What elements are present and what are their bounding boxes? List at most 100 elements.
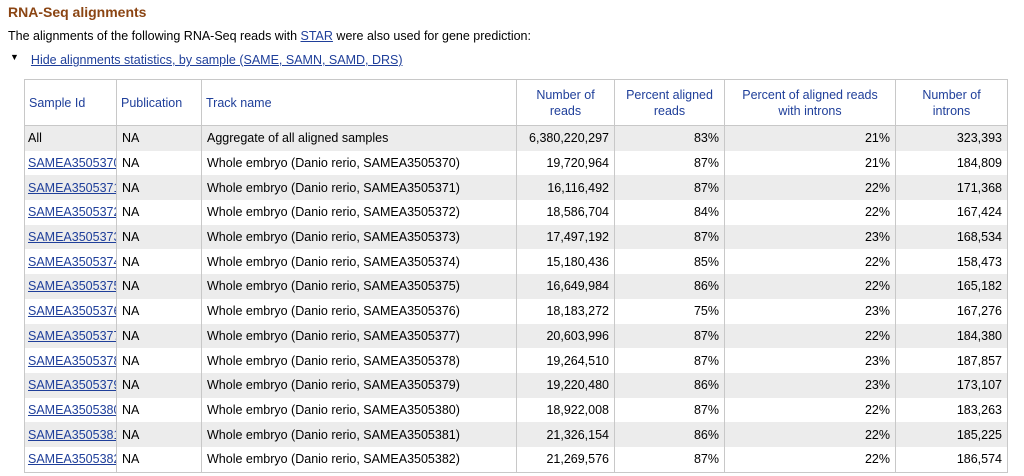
star-link[interactable]: STAR bbox=[300, 29, 333, 43]
hide-alignment-stats-link[interactable]: Hide alignments statistics, by sample (S… bbox=[30, 53, 403, 67]
sample-id-link[interactable]: SAMEA3505378 bbox=[28, 353, 117, 368]
cell-publication: NA bbox=[116, 200, 202, 225]
cell-publication: NA bbox=[116, 274, 202, 299]
cell-sample-id: SAMEA3505375 bbox=[24, 274, 117, 299]
cell-percent-introns: 22% bbox=[724, 397, 896, 423]
cell-number-of-introns: 158,473 bbox=[895, 249, 1008, 275]
col-header-sample-id[interactable]: Sample Id bbox=[24, 79, 117, 126]
cell-number-of-introns: 185,225 bbox=[895, 422, 1008, 447]
cell-publication: NA bbox=[116, 372, 202, 398]
cell-number-of-introns: 186,574 bbox=[895, 446, 1008, 473]
cell-number-of-reads: 19,220,480 bbox=[516, 372, 615, 398]
table-row: All NA Aggregate of all aligned samples 6,3… bbox=[24, 125, 1008, 151]
sample-id-link[interactable]: SAMEA3505375 bbox=[28, 279, 117, 294]
alignment-stats-table: Sample Id Publication Track name Number … bbox=[24, 79, 1008, 473]
sample-id-link[interactable]: SAMEA3505380 bbox=[28, 402, 117, 417]
cell-track-name: Whole embryo (Danio rerio, SAMEA3505374) bbox=[201, 249, 517, 275]
cell-publication: NA bbox=[116, 422, 202, 447]
sample-id-link[interactable]: SAMEA3505372 bbox=[28, 205, 117, 220]
cell-percent-introns: 23% bbox=[724, 224, 896, 250]
col-header-percent-aligned-line1: Percent aligned bbox=[626, 87, 713, 102]
table-row: SAMEA3505373 NA Whole embryo (Danio rerio,… bbox=[24, 224, 1008, 250]
cell-number-of-introns: 184,380 bbox=[895, 323, 1008, 349]
cell-sample-id: SAMEA3505379 bbox=[24, 372, 117, 398]
col-header-percent-introns-line2: with introns bbox=[778, 103, 842, 118]
sample-id-link[interactable]: SAMEA3505370 bbox=[28, 156, 117, 171]
col-header-publication[interactable]: Publication bbox=[116, 79, 202, 126]
col-header-percent-introns-line1: Percent of aligned reads bbox=[742, 87, 878, 102]
cell-percent-aligned: 87% bbox=[614, 224, 725, 250]
cell-number-of-introns: 183,263 bbox=[895, 397, 1008, 423]
cell-number-of-introns: 165,182 bbox=[895, 274, 1008, 299]
cell-sample-id: SAMEA3505373 bbox=[24, 224, 117, 250]
cell-track-name: Whole embryo (Danio rerio, SAMEA3505379) bbox=[201, 372, 517, 398]
sample-id-link[interactable]: SAMEA3505379 bbox=[28, 378, 117, 393]
cell-sample-id: SAMEA3505381 bbox=[24, 422, 117, 447]
cell-sample-id: SAMEA3505372 bbox=[24, 200, 117, 225]
section-title: RNA-Seq alignments bbox=[8, 4, 147, 20]
alignment-stats-toggle[interactable]: ▼ Hide alignments statistics, by sample … bbox=[10, 52, 403, 67]
sample-id-link[interactable]: SAMEA3505381 bbox=[28, 427, 117, 442]
cell-percent-aligned: 87% bbox=[614, 323, 725, 349]
table-row: SAMEA3505381 NA Whole embryo (Danio rerio,… bbox=[24, 422, 1008, 447]
cell-percent-introns: 22% bbox=[724, 200, 896, 225]
cell-publication: NA bbox=[116, 150, 202, 176]
cell-publication: NA bbox=[116, 446, 202, 473]
cell-number-of-introns: 323,393 bbox=[895, 125, 1008, 151]
table-row: SAMEA3505371 NA Whole embryo (Danio rerio,… bbox=[24, 175, 1008, 201]
cell-percent-introns: 22% bbox=[724, 274, 896, 299]
cell-track-name: Whole embryo (Danio rerio, SAMEA3505370) bbox=[201, 150, 517, 176]
col-header-number-of-reads-line1: Number of bbox=[536, 87, 595, 102]
col-header-number-of-introns[interactable]: Number of introns bbox=[895, 79, 1008, 126]
alignment-stats-table-container: Sample Id Publication Track name Number … bbox=[24, 79, 1008, 473]
cell-publication: NA bbox=[116, 249, 202, 275]
cell-percent-introns: 21% bbox=[724, 150, 896, 176]
table-row: SAMEA3505375 NA Whole embryo (Danio rerio,… bbox=[24, 274, 1008, 299]
cell-number-of-reads: 20,603,996 bbox=[516, 323, 615, 349]
cell-number-of-reads: 17,497,192 bbox=[516, 224, 615, 250]
cell-percent-introns: 23% bbox=[724, 298, 896, 324]
table-row: SAMEA3505379 NA Whole embryo (Danio rerio,… bbox=[24, 372, 1008, 398]
sample-id-link[interactable]: SAMEA3505376 bbox=[28, 304, 117, 319]
cell-publication: NA bbox=[116, 125, 202, 151]
cell-percent-introns: 22% bbox=[724, 323, 896, 349]
cell-track-name: Aggregate of all aligned samples bbox=[201, 125, 517, 151]
cell-publication: NA bbox=[116, 397, 202, 423]
cell-number-of-reads: 18,183,272 bbox=[516, 298, 615, 324]
table-row: SAMEA3505372 NA Whole embryo (Danio rerio,… bbox=[24, 200, 1008, 225]
cell-number-of-reads: 21,326,154 bbox=[516, 422, 615, 447]
cell-number-of-reads: 16,116,492 bbox=[516, 175, 615, 201]
cell-track-name: Whole embryo (Danio rerio, SAMEA3505377) bbox=[201, 323, 517, 349]
intro-text: The alignments of the following RNA-Seq … bbox=[8, 29, 531, 43]
col-header-percent-introns[interactable]: Percent of aligned reads with introns bbox=[724, 79, 896, 126]
table-row: SAMEA3505377 NA Whole embryo (Danio rerio,… bbox=[24, 323, 1008, 349]
cell-track-name: Whole embryo (Danio rerio, SAMEA3505373) bbox=[201, 224, 517, 250]
cell-percent-aligned: 87% bbox=[614, 397, 725, 423]
cell-track-name: Whole embryo (Danio rerio, SAMEA3505380) bbox=[201, 397, 517, 423]
cell-percent-introns: 21% bbox=[724, 125, 896, 151]
cell-sample-id: All bbox=[24, 125, 117, 151]
intro-text-after: were also used for gene prediction: bbox=[332, 29, 531, 43]
cell-publication: NA bbox=[116, 323, 202, 349]
cell-number-of-introns: 171,368 bbox=[895, 175, 1008, 201]
table-row: SAMEA3505374 NA Whole embryo (Danio rerio,… bbox=[24, 249, 1008, 275]
sample-id-link[interactable]: SAMEA3505374 bbox=[28, 254, 117, 269]
col-header-number-of-reads[interactable]: Number of reads bbox=[516, 79, 615, 126]
triangle-down-icon: ▼ bbox=[10, 52, 19, 62]
cell-percent-aligned: 87% bbox=[614, 150, 725, 176]
cell-track-name: Whole embryo (Danio rerio, SAMEA3505372) bbox=[201, 200, 517, 225]
cell-percent-aligned: 87% bbox=[614, 348, 725, 373]
cell-sample-id: SAMEA3505374 bbox=[24, 249, 117, 275]
sample-id-link[interactable]: SAMEA3505382 bbox=[28, 452, 117, 467]
sample-id-link[interactable]: SAMEA3505371 bbox=[28, 180, 117, 195]
cell-percent-aligned: 86% bbox=[614, 274, 725, 299]
table-row: SAMEA3505376 NA Whole embryo (Danio rerio,… bbox=[24, 298, 1008, 324]
cell-publication: NA bbox=[116, 224, 202, 250]
cell-track-name: Whole embryo (Danio rerio, SAMEA3505381) bbox=[201, 422, 517, 447]
col-header-track-name[interactable]: Track name bbox=[201, 79, 517, 126]
sample-id-link[interactable]: SAMEA3505377 bbox=[28, 328, 117, 343]
table-row: SAMEA3505378 NA Whole embryo (Danio rerio,… bbox=[24, 348, 1008, 373]
sample-id-link[interactable]: SAMEA3505373 bbox=[28, 230, 117, 245]
cell-track-name: Whole embryo (Danio rerio, SAMEA3505382) bbox=[201, 446, 517, 473]
col-header-percent-aligned[interactable]: Percent aligned reads bbox=[614, 79, 725, 126]
